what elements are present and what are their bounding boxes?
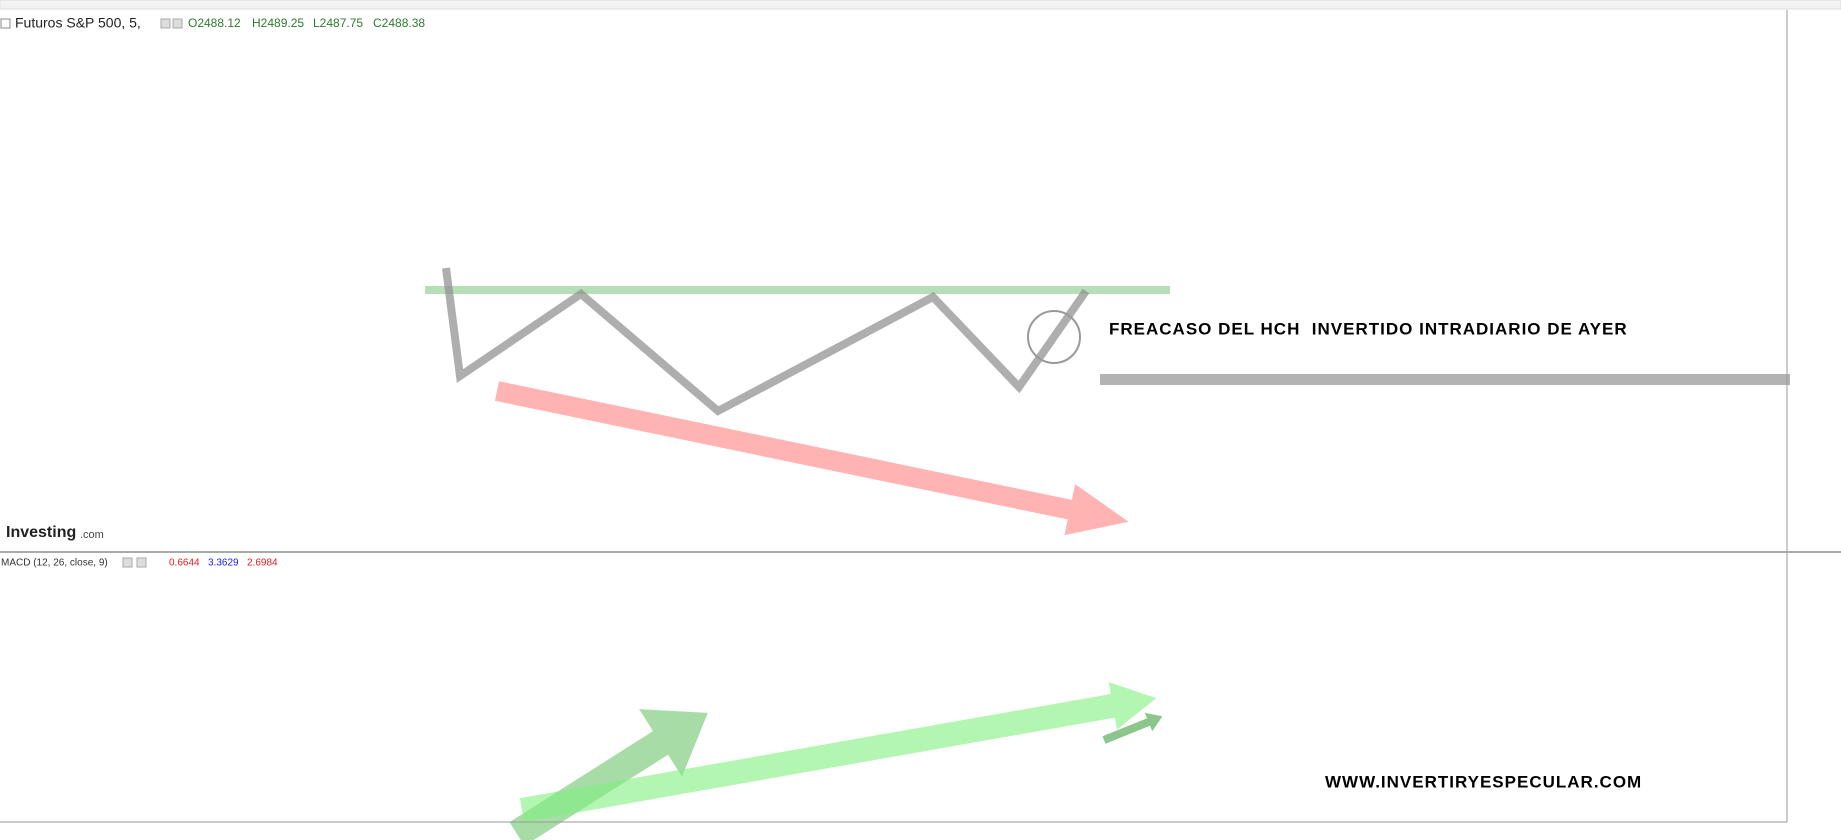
settings-icon[interactable] xyxy=(160,18,171,29)
close-icon[interactable] xyxy=(172,18,183,29)
macd-arrow-3 xyxy=(1102,712,1163,744)
collapse-icon[interactable] xyxy=(0,18,11,29)
ohlc-high: H2489.25 xyxy=(252,16,304,30)
down-arrow-shape xyxy=(494,381,1129,536)
macd-title: MACD (12, 26, close, 9) xyxy=(1,558,108,569)
ohlc-open: O2488.12 xyxy=(188,16,241,30)
resistance-band xyxy=(1100,374,1790,385)
macd-signal-value: 2.6984 xyxy=(247,558,278,569)
logo-suffix: .com xyxy=(80,529,104,541)
hch-zigzag xyxy=(442,267,1090,416)
website-text: WWW.INVERTIRYESPECULAR.COM xyxy=(1325,772,1642,791)
macd-close-icon[interactable] xyxy=(136,557,147,568)
neckline-band xyxy=(425,286,1170,294)
toolbar-strip xyxy=(0,0,1841,10)
macd-arrow-3-shape xyxy=(1102,712,1163,744)
macd-arrow-2-shape xyxy=(519,682,1157,822)
symbol-title: Futuros S&P 500, 5, xyxy=(15,15,141,31)
ohlc-low: L2487.75 xyxy=(313,16,363,30)
annotation-text: FREACASO DEL HCH INVERTIDO INTRADIARIO D… xyxy=(1109,319,1628,338)
ohlc-close: C2488.38 xyxy=(373,16,425,30)
logo: Investing xyxy=(6,524,76,541)
macd-line-value: 3.3629 xyxy=(208,558,239,569)
circle-mark xyxy=(1027,310,1081,364)
macd-settings-icon[interactable] xyxy=(122,557,133,568)
down-arrow xyxy=(494,381,1129,536)
macd-hist-value: 0.6644 xyxy=(169,558,200,569)
macd-arrow-2 xyxy=(519,682,1157,822)
